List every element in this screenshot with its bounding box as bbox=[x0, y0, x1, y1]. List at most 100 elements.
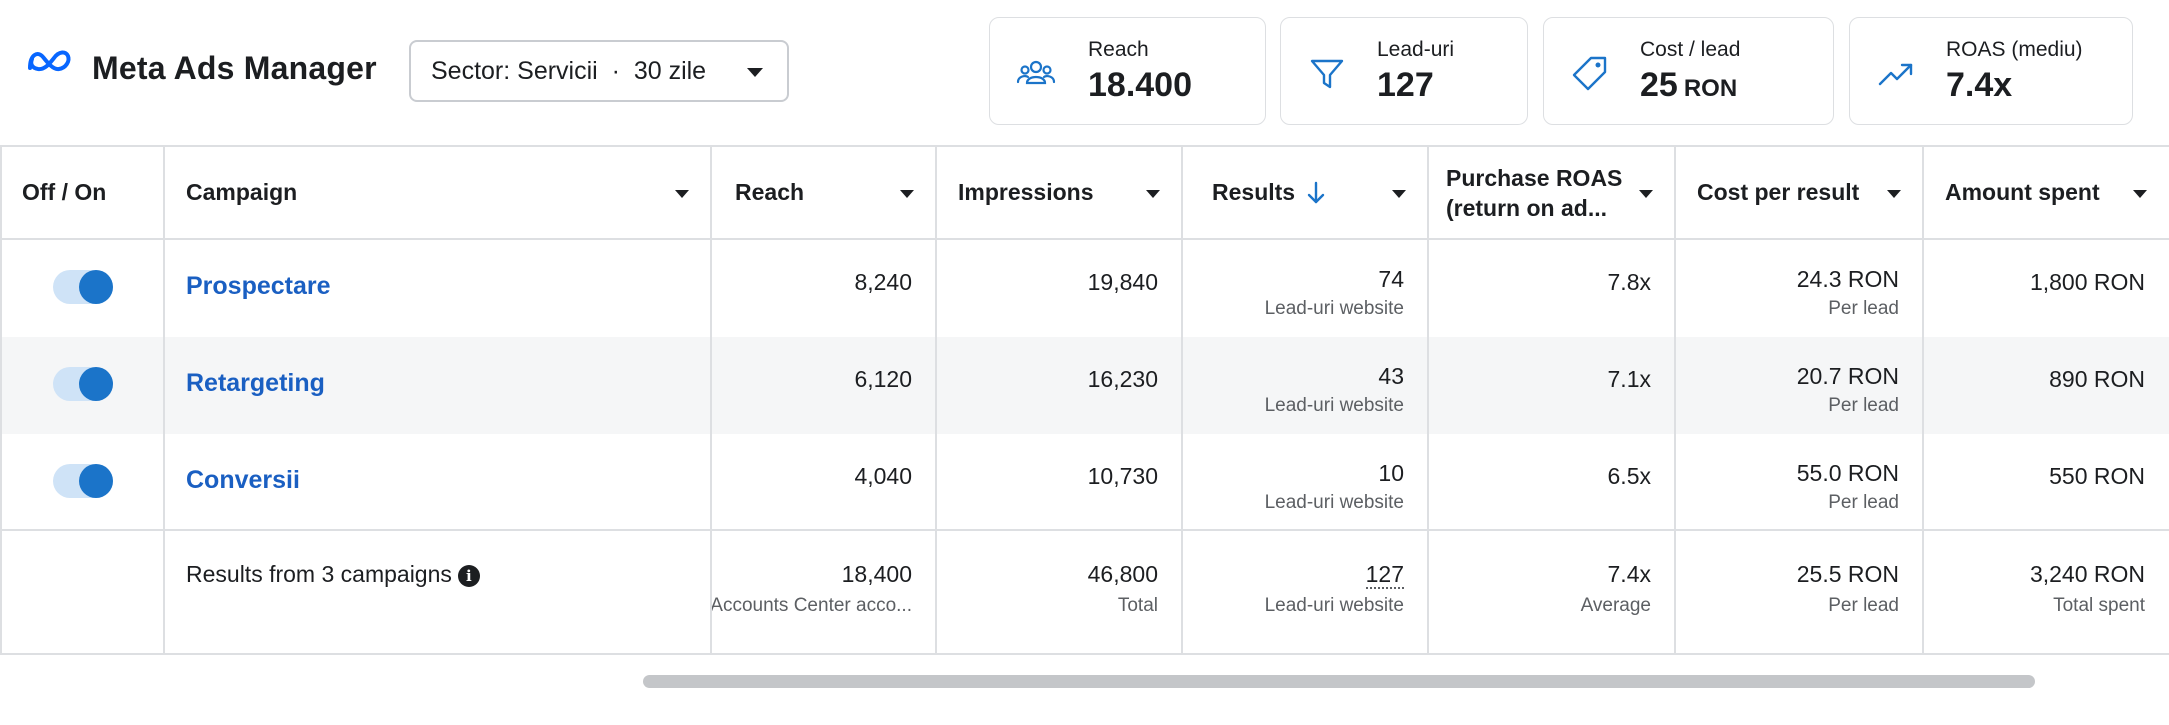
column-header-campaign[interactable]: Campaign bbox=[164, 147, 711, 238]
cell-results: 74 Lead-uri website bbox=[1182, 240, 1428, 337]
campaign-name-link[interactable]: Prospectare bbox=[186, 272, 331, 300]
kpi-value-unit: RON bbox=[1683, 75, 1738, 102]
column-header-label: Amount spent bbox=[1945, 179, 2100, 205]
column-header-label: Campaign bbox=[186, 179, 298, 205]
summary-subtext: Total bbox=[1117, 595, 1158, 616]
cell-value: 7.1x bbox=[1607, 366, 1651, 392]
column-divider bbox=[1427, 147, 1429, 655]
cell-value: 890 RON bbox=[2049, 366, 2145, 392]
chevron-down-icon[interactable] bbox=[1887, 190, 1901, 198]
cell-cost-per-result: 20.7 RON Per lead bbox=[1675, 337, 1923, 434]
cell-subtext: Lead-uri website bbox=[1264, 395, 1404, 416]
column-header-results[interactable]: Results bbox=[1182, 147, 1428, 238]
summary-label: Results from 3 campaigns i bbox=[186, 561, 480, 588]
summary-subtext: Total spent bbox=[2053, 595, 2145, 616]
summary-value: 127 bbox=[1365, 561, 1404, 589]
column-header-purchase-roas[interactable]: Purchase ROAS (return on ad... bbox=[1428, 147, 1675, 238]
toggle-knob bbox=[79, 270, 113, 304]
column-header-label: Cost per result bbox=[1697, 179, 1860, 205]
kpi-card-cost-per-lead: Cost / lead 25 RON bbox=[1543, 17, 1834, 125]
cell-value: 16,230 bbox=[1087, 366, 1158, 392]
chevron-down-icon[interactable] bbox=[2133, 190, 2147, 198]
horizontal-scrollbar[interactable] bbox=[643, 675, 2035, 688]
summary-value: 7.4x bbox=[1607, 561, 1651, 587]
campaign-toggle[interactable] bbox=[53, 464, 113, 498]
cell-amount-spent: 890 RON bbox=[1923, 337, 2169, 434]
column-header-cost-per-result[interactable]: Cost per result bbox=[1675, 147, 1923, 238]
sector-period-label: Sector: Servicii · 30 zile bbox=[431, 56, 707, 85]
column-divider bbox=[163, 147, 165, 655]
campaign-toggle[interactable] bbox=[53, 270, 113, 304]
kpi-value: 7.4x bbox=[1946, 66, 2013, 104]
chevron-down-icon[interactable] bbox=[1392, 190, 1406, 198]
summary-value: 3,240 RON bbox=[2029, 561, 2145, 587]
summary-value: 25.5 RON bbox=[1796, 561, 1899, 587]
cell-value: 8,240 bbox=[854, 269, 912, 295]
cell-impressions: 10,730 bbox=[936, 434, 1182, 529]
cell-value: 6,120 bbox=[854, 366, 912, 392]
toggle-knob bbox=[79, 367, 113, 401]
cell-reach: 4,040 bbox=[711, 434, 936, 529]
cell-value: 19,840 bbox=[1087, 269, 1158, 295]
column-header-label: Reach bbox=[735, 179, 805, 205]
table-row: Retargeting 6,120 16,230 43 Lead-uri web… bbox=[0, 337, 2169, 434]
summary-roas: 7.4x Average bbox=[1428, 531, 1675, 655]
meta-logo-icon bbox=[28, 50, 71, 72]
chevron-down-icon[interactable] bbox=[1639, 190, 1653, 198]
column-header-impressions[interactable]: Impressions bbox=[936, 147, 1182, 238]
kpi-card-reach: Reach 18.400 bbox=[989, 17, 1266, 125]
kpi-card-roas: ROAS (mediu) 7.4x bbox=[1849, 17, 2133, 125]
cell-value: 10 bbox=[1378, 460, 1404, 486]
kpi-value: 25 RON bbox=[1640, 66, 1737, 105]
cell-cost-per-result: 24.3 RON Per lead bbox=[1675, 240, 1923, 337]
toggle-knob bbox=[79, 464, 113, 498]
summary-subtext: Accounts Center acco... bbox=[710, 595, 912, 616]
cell-reach: 6,120 bbox=[711, 337, 936, 434]
column-divider bbox=[935, 147, 937, 655]
column-header-label: Off / On bbox=[22, 179, 107, 205]
cell-roas: 6.5x bbox=[1428, 434, 1675, 529]
campaign-name-link[interactable]: Conversii bbox=[186, 466, 300, 494]
cell-cost-per-result: 55.0 RON Per lead bbox=[1675, 434, 1923, 529]
column-header-reach[interactable]: Reach bbox=[711, 147, 936, 238]
column-header-amount-spent[interactable]: Amount spent bbox=[1923, 147, 2169, 238]
app-title: Meta Ads Manager bbox=[92, 50, 377, 86]
cell-value: 1,800 RON bbox=[2029, 269, 2145, 295]
cell-results: 10 Lead-uri website bbox=[1182, 434, 1428, 529]
cell-subtext: Lead-uri website bbox=[1264, 298, 1404, 319]
column-divider bbox=[1674, 147, 1676, 655]
tag-icon bbox=[1572, 56, 1607, 91]
chevron-down-icon[interactable] bbox=[1146, 190, 1160, 198]
chevron-down-icon[interactable] bbox=[675, 190, 689, 198]
chevron-down-icon[interactable] bbox=[900, 190, 914, 198]
cell-subtext: Per lead bbox=[1828, 492, 1899, 513]
summary-results: 127 Lead-uri website bbox=[1182, 531, 1428, 655]
summary-results-value[interactable]: 127 bbox=[1365, 561, 1404, 589]
summary-impressions: 46,800 Total bbox=[936, 531, 1182, 655]
column-header-toggle[interactable]: Off / On bbox=[0, 147, 164, 238]
cell-roas: 7.1x bbox=[1428, 337, 1675, 434]
summary-value: 46,800 bbox=[1087, 561, 1158, 587]
table-row: Prospectare 8,240 19,840 74 Lead-uri web… bbox=[0, 240, 2169, 337]
trending-up-icon bbox=[1878, 63, 1913, 86]
kpi-value: 18.400 bbox=[1088, 66, 1192, 104]
table-summary-row: Results from 3 campaigns i 18,400 Account… bbox=[0, 531, 2169, 655]
cell-roas: 7.8x bbox=[1428, 240, 1675, 337]
cell-reach: 8,240 bbox=[711, 240, 936, 337]
cell-value: 10,730 bbox=[1087, 463, 1158, 489]
column-header-label: Purchase ROAS (return on ad... bbox=[1446, 164, 1623, 221]
sector-period-dropdown[interactable]: Sector: Servicii · 30 zile bbox=[409, 40, 789, 102]
filter-icon bbox=[1310, 59, 1344, 89]
cell-impressions: 19,840 bbox=[936, 240, 1182, 337]
kpi-value: 127 bbox=[1377, 66, 1434, 104]
cell-amount-spent: 550 RON bbox=[1923, 434, 2169, 529]
table-header-row: Off / On Campaign Reach Impressions Resu… bbox=[0, 147, 2169, 240]
campaign-name-link[interactable]: Retargeting bbox=[186, 369, 325, 397]
info-icon[interactable]: i bbox=[457, 565, 480, 587]
campaign-toggle[interactable] bbox=[53, 367, 113, 401]
cell-subtext: Per lead bbox=[1828, 395, 1899, 416]
sort-descending-arrow-icon[interactable] bbox=[1305, 180, 1327, 206]
summary-subtext: Lead-uri website bbox=[1264, 595, 1404, 616]
cell-results: 43 Lead-uri website bbox=[1182, 337, 1428, 434]
cell-impressions: 16,230 bbox=[936, 337, 1182, 434]
